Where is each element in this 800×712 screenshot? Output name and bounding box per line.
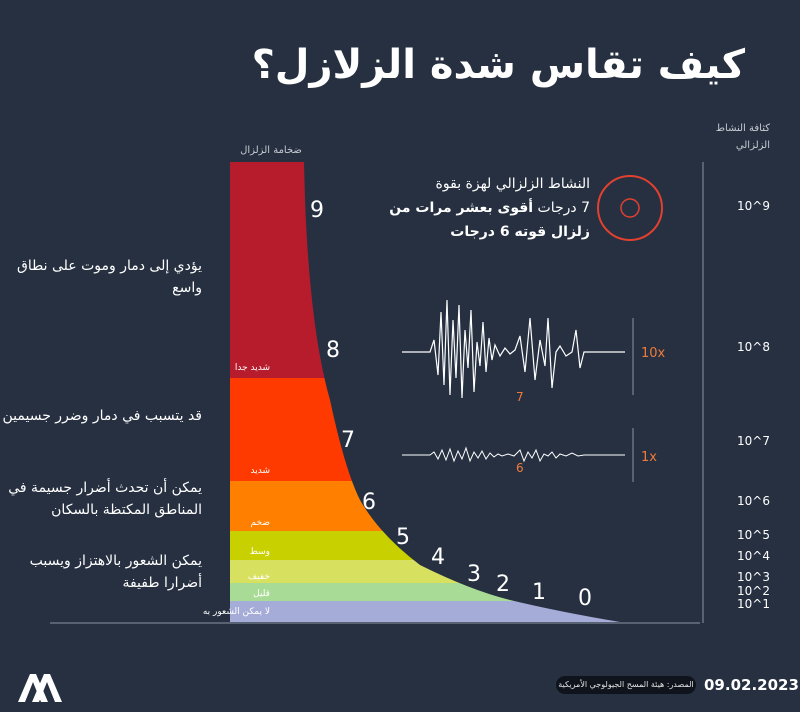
description-very-strong: يؤدي إلى دمار وموت على نطاق واسع — [17, 258, 202, 296]
info-line-2: 7 درجات أقوى بعشر مرات من — [310, 196, 590, 220]
source-badge: المصدر: هيئة المسح الجيولوجي الأمريكية — [556, 676, 696, 694]
magnitude-9: 9 — [310, 198, 324, 223]
seismic-wave-6 — [402, 446, 625, 463]
energy-1e3: 10^3 — [737, 570, 770, 584]
level-label-strong: شديد — [250, 466, 271, 476]
magnitude-3: 3 — [467, 562, 481, 587]
description-strong: قد يتسبب في دمار وضرر جسيمين — [2, 408, 202, 424]
energy-1e5: 10^5 — [737, 528, 770, 542]
info-line-2-bold: أقوى بعشر مرات من — [389, 200, 534, 216]
magnitude-axis-caption: ضخامة الزلزال — [240, 145, 302, 156]
description-moderate: يمكن الشعور بالاهتزاز ويسبب أضرارا طفيفة — [29, 553, 202, 591]
description-major: يمكن أن تحدث أضرار جسيمة في المناطق المك… — [8, 480, 202, 518]
magnitude-7: 7 — [341, 428, 355, 453]
band-light — [230, 560, 620, 583]
band-not-felt — [230, 601, 620, 622]
wave-7-label: 7 — [516, 390, 524, 404]
band-strong — [230, 378, 620, 481]
magnitude-0: 0 — [578, 586, 592, 611]
energy-1e1: 10^1 — [737, 597, 770, 611]
wave-6-label: 6 — [516, 461, 524, 475]
band-minor — [230, 583, 620, 601]
level-label-moderate: وسط — [249, 547, 270, 557]
magnitude-2: 2 — [496, 572, 510, 597]
energy-axis-caption: كثافة النشاط الزلزالي — [715, 123, 770, 151]
epicenter-circle-icon — [597, 175, 663, 241]
level-label-light: خفيف — [247, 572, 270, 582]
level-label-very-strong: شديد جدا — [234, 363, 270, 373]
magnitude-8: 8 — [326, 338, 340, 363]
info-line-2-pre: 7 درجات — [533, 200, 590, 216]
epicenter-dot-icon — [620, 198, 640, 218]
info-text: النشاط الزلزالي لهزة بقوة 7 درجات أقوى ب… — [310, 172, 590, 244]
magnitude-6: 6 — [362, 490, 376, 515]
wave-6-factor: 1x — [641, 450, 657, 465]
level-label-major: ضخم — [250, 518, 270, 528]
wave-7-factor: 10x — [641, 346, 666, 361]
logo-text: AA — [16, 670, 17, 671]
magnitude-5: 5 — [396, 525, 410, 550]
info-line-3: زلزال قوته 6 درجات — [450, 224, 590, 240]
energy-1e2: 10^2 — [737, 584, 770, 598]
band-major — [230, 481, 620, 531]
magnitude-4: 4 — [431, 545, 445, 570]
magnitude-1: 1 — [532, 580, 546, 605]
energy-1e8: 10^8 — [737, 340, 770, 354]
energy-1e6: 10^6 — [737, 494, 770, 508]
energy-1e7: 10^7 — [737, 434, 770, 448]
info-line-1: النشاط الزلزالي لهزة بقوة — [435, 176, 590, 192]
seismic-wave-7 — [402, 299, 625, 399]
band-moderate — [230, 531, 620, 560]
energy-1e9: 10^9 — [737, 199, 770, 213]
energy-1e4: 10^4 — [737, 549, 770, 563]
level-label-minor: قليل — [253, 589, 270, 599]
level-label-not-felt: لا يمكن الشعور به — [202, 607, 270, 617]
aa-logo-icon: AA — [16, 670, 64, 708]
page-title: كيف تقاس شدة الزلازل؟ — [251, 42, 745, 88]
date-label: 09.02.2023 — [704, 676, 799, 694]
